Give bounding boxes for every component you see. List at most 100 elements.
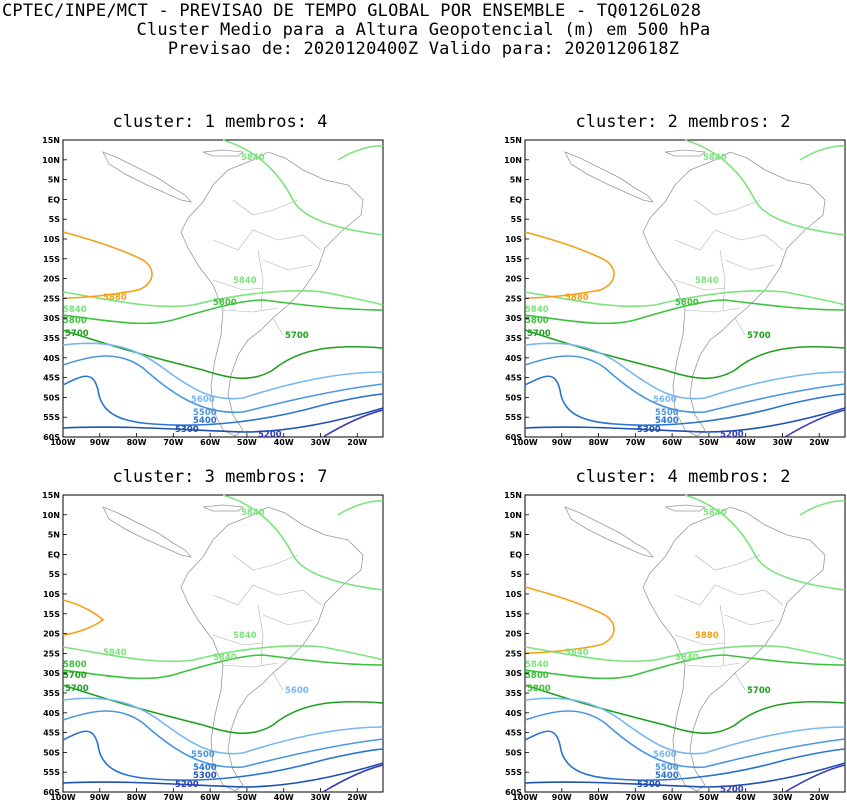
contour-label: 5880 [695,631,719,641]
contour-5300 [62,762,384,788]
contour-5840-ne [799,500,846,516]
contour-label: 5500 [193,408,217,418]
contour-5840-north [222,139,384,236]
country-border [694,554,761,571]
contour-label: 5600 [653,395,677,405]
contour-5840-north [222,494,384,591]
y-tick-label: 60S [505,788,522,797]
contour-label: 5840 [703,508,727,518]
y-tick-label: 40S [43,709,60,718]
contour-label: 5840 [241,153,265,163]
contour-5840-ne [337,145,384,161]
y-tick-label: 5S [511,570,523,579]
x-tick-label: 100W [512,793,538,802]
contour-label: 5300 [193,771,217,781]
header-title-line2: Cluster Medio para a Altura Geopotencial… [136,20,711,40]
continent-outline [642,506,826,792]
contour-label: 5840 [703,153,727,163]
x-tick-label: 70W [625,793,645,802]
y-tick-label: 35S [505,689,522,698]
x-tick-label: 50W [237,438,257,447]
y-tick-label: 60S [505,433,522,442]
x-tick-label: 50W [699,438,719,447]
country-border [694,199,761,216]
contour-label: 5300 [175,425,199,435]
y-tick-label: 50S [43,748,60,757]
panel-title-1: cluster: 1 membros: 4 [112,112,328,132]
contour-5500 [524,710,846,769]
x-tick-label: 40W [274,438,294,447]
contour-5840-south [524,290,846,308]
caribbean-outline [664,149,707,157]
y-tick-label: 10S [43,235,60,244]
contour-5840-south [62,290,384,308]
y-tick-label: 45S [505,729,522,738]
y-tick-label: 10N [42,511,60,520]
contour-label: 5840 [695,276,719,286]
contour-label: 5700 [65,329,89,339]
y-tick-label: 10N [504,156,522,165]
contour-5500 [62,355,384,414]
x-tick-label: 40W [274,793,294,802]
y-tick-label: 20S [505,275,522,284]
contour-5200 [322,764,384,793]
contour-5600 [62,342,384,400]
x-tick-label: 70W [625,438,645,447]
contour-label: 5500 [655,763,679,773]
x-tick-label: 30W [772,438,792,447]
x-tick-label: 70W [163,438,183,447]
contour-label: 5400 [193,416,217,426]
x-tick-label: 60W [662,793,682,802]
y-tick-label: 25S [43,649,60,658]
contour-label: 5600 [285,686,309,696]
contour-label: 5840 [565,648,589,658]
y-tick-label: 5N [510,176,522,185]
x-tick-label: 70W [163,793,183,802]
map-frame [62,139,384,438]
contour-label: 5840 [525,660,549,670]
y-tick-label: 5S [511,215,523,224]
y-tick-label: 15S [43,610,60,619]
contour-label: 5600 [653,750,677,760]
central-america-outline [102,151,193,203]
contour-label: 5700 [747,686,771,696]
x-tick-label: 30W [772,793,792,802]
central-america-outline [564,506,655,558]
y-tick-label: 40S [505,354,522,363]
country-border [212,634,264,646]
country-border [674,279,726,291]
caribbean-outline [202,504,245,512]
y-tick-label: 50S [43,393,60,402]
y-tick-label: 10N [504,511,522,520]
country-border [222,307,279,313]
country-border [724,614,776,626]
map-frame [524,494,846,793]
x-tick-label: 20W [809,438,829,447]
contour-5880 [62,599,105,636]
country-border [272,317,284,336]
contour-5400 [524,730,846,781]
contour-5800 [62,299,384,325]
contour-5400 [524,375,846,426]
y-tick-label: 10S [505,235,522,244]
x-tick-label: 20W [347,793,367,802]
x-tick-label: 30W [310,438,330,447]
country-border [232,199,299,216]
continent-outline [180,506,364,792]
contour-label: 5700 [285,331,309,341]
x-tick-label: 60W [662,438,682,447]
y-tick-label: 55S [43,413,60,422]
x-tick-label: 80W [127,438,147,447]
contour-label: 5800 [213,298,237,308]
contour-5840-north [684,139,846,236]
y-tick-label: 40S [505,709,522,718]
y-tick-label: 25S [43,294,60,303]
y-tick-label: 15N [42,491,60,500]
country-border [674,229,716,251]
y-tick-label: 20S [505,630,522,639]
contour-label: 5880 [103,293,127,303]
x-tick-label: 90W [90,793,110,802]
contour-5300 [62,407,384,433]
